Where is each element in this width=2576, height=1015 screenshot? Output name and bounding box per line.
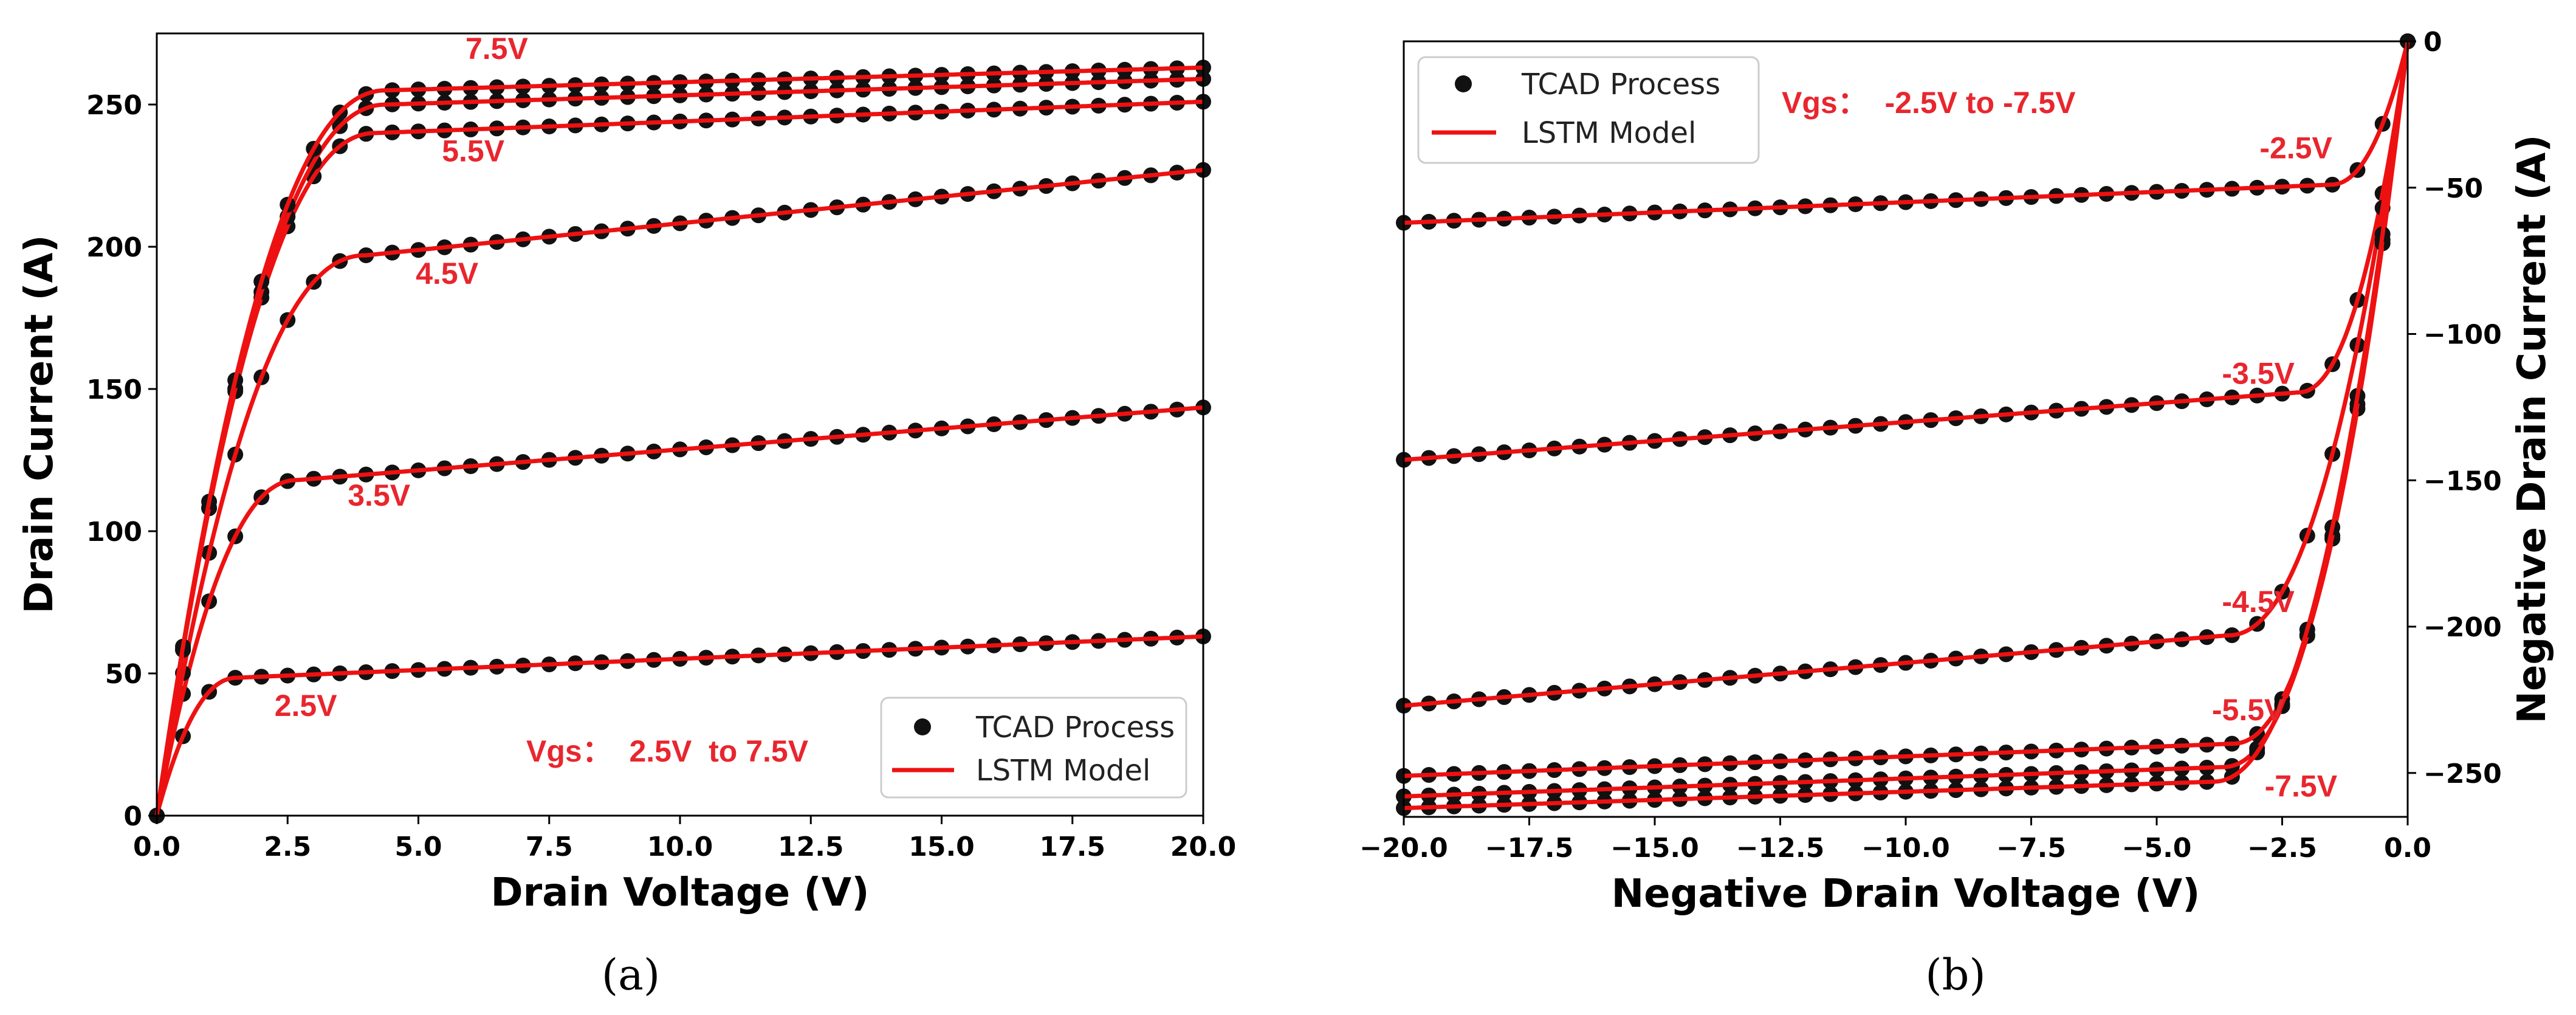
panel-b-x-tick-label: −20.0 — [1359, 833, 1448, 864]
panel-a-curve-label-5-5V: 5.5V — [442, 134, 505, 168]
panel-b-y-tick-label: −250 — [2423, 759, 2502, 790]
panel-b-lstm-line-6-5V — [1403, 41, 2410, 799]
panel-b-y-tick-label: −200 — [2423, 612, 2502, 643]
panel-b-x-tick-label: 0.0 — [2384, 833, 2431, 864]
panel-a-lstm-line-5-5V — [154, 99, 1204, 816]
panel-b-x-tick-label: −10.0 — [1861, 833, 1949, 864]
panel-b-y-tick-label: −50 — [2423, 173, 2483, 204]
panel-a-curve-labels: 2.5V 3.5V 4.5V 5.5V 7.5V — [275, 32, 529, 723]
panel-a-y-tick-label: 50 — [105, 659, 142, 690]
panel-a-curve-label-2-5V: 2.5V — [275, 689, 338, 723]
panel-b-curve-label-5-5V: -5.5V — [2212, 693, 2285, 727]
panel-b-x-axis-title: Negative Drain Voltage (V) — [1612, 872, 2200, 917]
panel-a-y-tick-label: 150 — [86, 374, 142, 405]
panel-a-plot-area — [149, 60, 1211, 824]
panel-a-legend-tcad-marker — [914, 718, 931, 735]
panel-b-y-ticks: 0 −50 −100 −150 −200 −250 — [2408, 27, 2502, 790]
panel-b-curve-label-4-5V: -4.5V — [2222, 585, 2295, 619]
panel-a-x-tick-label: 7.5 — [526, 831, 573, 862]
panel-a-x-tick-label: 17.5 — [1039, 831, 1105, 862]
panel-a-y-tick-label: 0 — [123, 801, 142, 832]
panel-a-y-tick-label: 250 — [86, 90, 142, 121]
panel-a-x-tick-label: 2.5 — [264, 831, 311, 862]
panel-b-curve-label-7-5V: -7.5V — [2265, 769, 2338, 803]
panel-b-curve-label-2-5V: -2.5V — [2259, 131, 2332, 165]
panel-a-lstm-line-6-5V — [154, 77, 1204, 816]
panel-b-y-tick-label: −100 — [2423, 320, 2502, 351]
panel-b-lstm-line-7-5V — [1403, 41, 2410, 811]
panel-b-x-tick-label: −12.5 — [1736, 833, 1824, 864]
panel-a-lstm-line-3-5V — [154, 405, 1204, 816]
panel-b-plot-area — [1396, 33, 2416, 816]
panel-a-legend-tcad-label: TCAD Process — [975, 710, 1175, 745]
panel-b-x-tick-label: −15.0 — [1610, 833, 1698, 864]
panel-a: 0.0 2.5 5.0 7.5 10.0 12.5 15.0 17.5 20.0 0 50 100 1… — [17, 32, 1236, 915]
panel-b-curve-label-3-5V: -3.5V — [2222, 356, 2295, 390]
caption-a: (a) — [602, 950, 660, 1000]
panel-b-legend-tcad-marker — [1455, 75, 1472, 92]
panel-a-x-tick-label: 20.0 — [1170, 831, 1237, 862]
panel-b-lstm-line-5-5V — [1403, 41, 2410, 779]
panel-b-legend-model-label: LSTM Model — [1522, 116, 1696, 150]
panel-b-legend-box — [1417, 56, 1760, 164]
panel-a-legend-model-label: LSTM Model — [976, 754, 1150, 788]
panel-a-x-tick-label: 10.0 — [647, 831, 713, 862]
panel-b-lstm-line-4-5V — [1403, 41, 2410, 708]
panel-b-y-tick-label: −150 — [2423, 466, 2502, 497]
panel-a-x-tick-label: 0.0 — [133, 831, 180, 862]
panel-b-lstm-line-3-5V — [1403, 41, 2410, 463]
panel-a-legend-box — [880, 697, 1187, 799]
panel-a-y-axis-title: Drain Current (A) — [17, 235, 62, 613]
panel-a-x-tick-label: 5.0 — [395, 831, 442, 862]
panel-b-y-tick-label: 0 — [2423, 27, 2442, 58]
panel-b-curve-labels: -2.5V -3.5V -4.5V -5.5V -7.5V — [2212, 131, 2338, 803]
panel-b-legend-tcad-label: TCAD Process — [1521, 67, 1720, 102]
panel-b: −20.0 −17.5 −15.0 −12.5 −10.0 −7.5 −5.0 −2.5 0.0… — [1359, 27, 2555, 917]
panel-b-vgs-annotation: Vgs： -2.5V to -7.5V — [1782, 86, 2076, 120]
panel-a-y-ticks: 0 50 100 150 200 250 — [86, 90, 157, 832]
panel-a-x-tick-label: 12.5 — [778, 831, 844, 862]
panel-a-vgs-annotation: Vgs： 2.5V to 7.5V — [526, 734, 809, 768]
panel-a-y-tick-label: 200 — [86, 232, 142, 263]
panel-a-x-axis-title: Drain Voltage (V) — [491, 870, 870, 915]
panel-b-x-tick-label: −2.5 — [2247, 833, 2317, 864]
caption-b: (b) — [1925, 950, 1985, 1000]
panel-b-lstm-line-2-5V — [1403, 41, 2410, 225]
panel-a-legend: TCAD Process LSTM Model — [880, 697, 1187, 799]
panel-b-x-tick-label: −7.5 — [1996, 833, 2066, 864]
panel-a-x-tick-label: 15.0 — [908, 831, 975, 862]
panel-b-legend: TCAD Process LSTM Model — [1417, 56, 1760, 164]
panel-b-x-tick-label: −17.5 — [1485, 833, 1573, 864]
panel-a-lstm-line-4-5V — [154, 168, 1204, 816]
panel-a-lstm-line-2-5V — [154, 634, 1204, 816]
panel-b-y-axis-title: Negative Drain Current (A) — [2510, 134, 2555, 723]
panel-a-y-tick-label: 100 — [86, 517, 142, 548]
panel-a-curve-label-4-5V: 4.5V — [416, 256, 479, 291]
panel-a-x-ticks: 0.0 2.5 5.0 7.5 10.0 12.5 15.0 17.5 20.0 — [133, 816, 1236, 862]
panel-a-lstm-line-7-5V — [154, 65, 1204, 816]
panel-a-curve-label-3-5V: 3.5V — [348, 478, 411, 512]
panel-b-x-tick-label: −5.0 — [2122, 833, 2192, 864]
panel-a-curve-label-7-5V: 7.5V — [465, 32, 529, 66]
panel-b-x-ticks: −20.0 −17.5 −15.0 −12.5 −10.0 −7.5 −5.0 −2.5 0.0 — [1359, 817, 2431, 864]
